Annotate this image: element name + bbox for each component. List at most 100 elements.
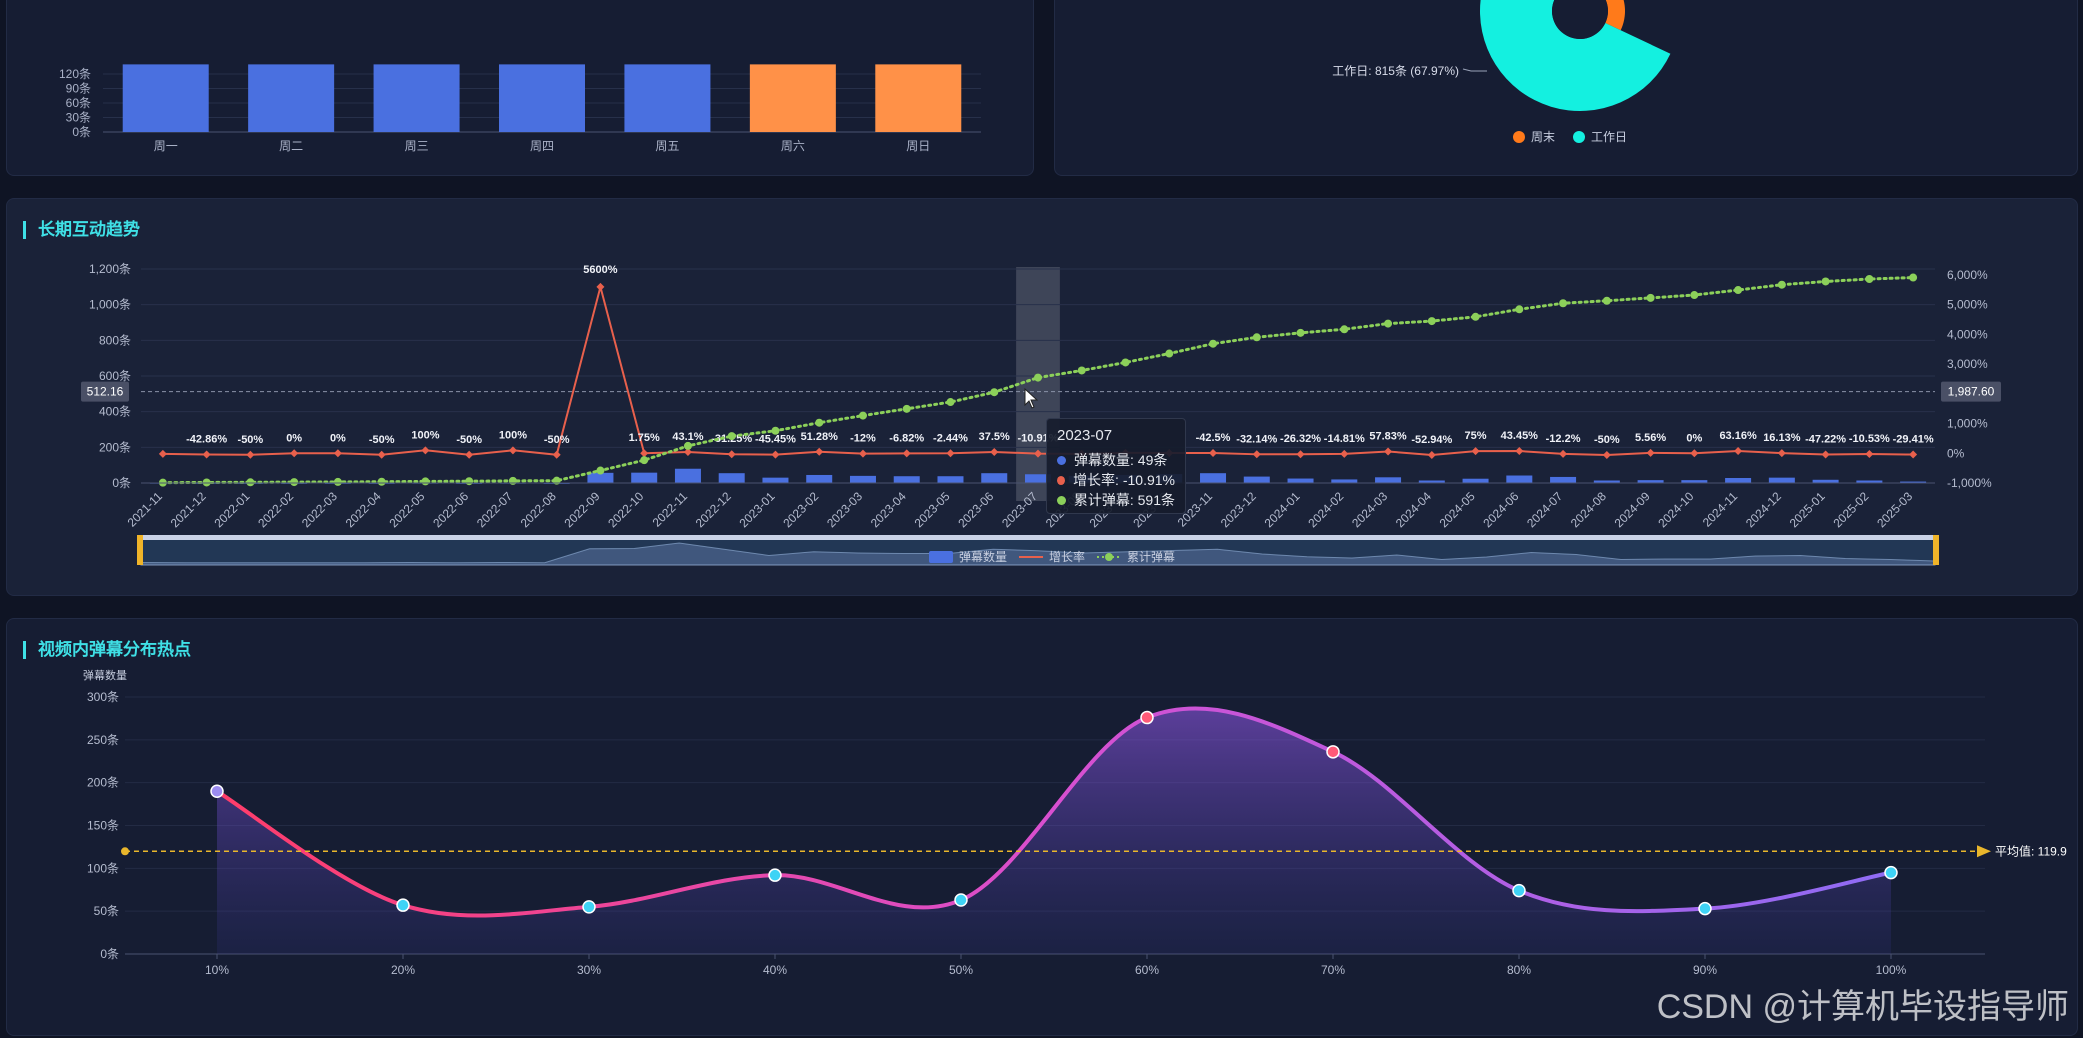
growth-point (202, 450, 211, 459)
watermark: CSDN @计算机毕设指导师 (1656, 988, 2069, 1026)
count-bar (1768, 477, 1795, 483)
x-tick-label: 2022-10 (605, 489, 646, 530)
x-tick-label: 10% (205, 963, 229, 977)
tooltip-title: 2023-07 (1057, 427, 1113, 444)
growth-point (1252, 450, 1261, 459)
pie-slice-workday (1480, 0, 1671, 111)
growth-point (1471, 447, 1480, 456)
growth-data-label: -50% (369, 434, 395, 446)
weekday-bar (373, 64, 460, 132)
count-bar (587, 472, 614, 483)
tooltip-row-count: 弹幕数量: 49条 (1057, 450, 1175, 470)
pie-hole (1552, 0, 1608, 39)
x-tick-label: 40% (763, 963, 787, 977)
count-bar (806, 474, 833, 483)
growth-point (1559, 449, 1568, 458)
count-bar (1900, 481, 1927, 483)
growth-point (902, 449, 911, 458)
cumulative-point (1559, 299, 1568, 308)
growth-point (1515, 447, 1524, 456)
cumulative-point (1515, 305, 1524, 314)
growth-point (246, 450, 255, 459)
x-tick-label: 周五 (655, 139, 679, 153)
count-bar (1418, 480, 1445, 483)
cumulative-point (1471, 312, 1480, 321)
average-arrow-icon (1977, 845, 1991, 858)
weekday-chart-panel: 0条 30条 60条 90条 120条 周一 周二 周三 周四 周五 周六 周日 (6, 0, 1034, 176)
growth-point (858, 449, 867, 458)
x-tick-label: 30% (577, 963, 601, 977)
growth-data-label: 1.75% (629, 432, 660, 444)
growth-point (1602, 451, 1611, 460)
cumulative-point (1384, 319, 1393, 328)
heat-point (1512, 883, 1526, 898)
growth-point (946, 449, 955, 458)
heat-point (396, 898, 410, 912)
growth-data-label: 0% (330, 432, 346, 444)
y-tick-label: 50条 (94, 904, 119, 918)
cumulative-point (771, 426, 780, 435)
growth-data-label: -42.86% (186, 434, 227, 446)
x-tick-label: 2024-06 (1480, 489, 1521, 530)
count-bar (1856, 480, 1883, 483)
heat-panel-title: 视频内弹幕分布热点 (23, 641, 191, 659)
growth-data-label: -42.5% (1196, 432, 1231, 444)
x-tick-label: 2022-11 (650, 489, 691, 530)
legend-label-growth: 增长率 (1049, 549, 1085, 564)
crosshair-left-label: 512.16 (87, 385, 124, 399)
cumulative-point (1777, 280, 1786, 289)
zoom-slider-shadow (140, 542, 1936, 566)
legend-swatch-count (929, 551, 953, 563)
cumulative-point (727, 432, 736, 441)
count-bar (937, 476, 964, 483)
count-bar (1681, 480, 1708, 483)
growth-data-label: -50% (1594, 434, 1620, 446)
growth-point (290, 449, 299, 458)
y-tick-label: 120条 (59, 67, 91, 81)
trend-chart: 0条 200条 400条 600条 800条 1,000条 1,200条 -1,000% 0% 1… (81, 262, 2001, 566)
mouse-cursor-icon (1024, 387, 1039, 409)
count-bar (1462, 478, 1489, 483)
x-tick-label: 2023-06 (955, 489, 996, 530)
x-tick-label: 2024-03 (1349, 489, 1390, 530)
y-tick-label: 200条 (87, 776, 119, 790)
y-left-tick-label: 400条 (99, 405, 131, 419)
pie-slice-weekend (1605, 0, 1625, 31)
growth-point (815, 447, 824, 456)
count-bar (1812, 479, 1839, 483)
growth-data-label: -47.22% (1805, 433, 1846, 445)
heat-point (582, 900, 596, 914)
x-tick-label: 2022-09 (562, 489, 603, 530)
growth-point (990, 447, 999, 456)
growth-data-label: 43.1% (672, 431, 703, 443)
x-tick-label: 2022-05 (386, 489, 427, 530)
tooltip-count-text: 弹幕数量: 49条 (1074, 452, 1168, 468)
cumulative-point (202, 478, 211, 487)
zoom-handle-right (1933, 535, 1939, 565)
cumulative-point (1165, 349, 1174, 358)
cumulative-point (246, 478, 255, 487)
growth-point (1340, 449, 1349, 458)
count-bar (1200, 473, 1227, 483)
x-tick-label: 2024-09 (1612, 489, 1653, 530)
weekday-bar (499, 64, 585, 132)
growth-data-label: -45.45% (755, 434, 796, 446)
cumulative-point (1077, 366, 1086, 375)
heat-point (1140, 710, 1154, 725)
cumulative-point (640, 456, 649, 465)
growth-point (727, 450, 736, 459)
count-bar (1331, 479, 1358, 483)
growth-data-label: 16.13% (1763, 432, 1801, 444)
growth-point (1034, 449, 1042, 458)
growth-point (158, 449, 167, 458)
count-bar (762, 477, 789, 483)
count-bar (718, 473, 745, 483)
y-tick-label: 0条 (100, 947, 119, 961)
x-tick-label: 2024-02 (1305, 489, 1346, 530)
x-tick-label: 2022-06 (430, 489, 471, 530)
tooltip-growth-text: 增长率: -10.91% (1073, 472, 1175, 488)
trend-tooltip: 2023-07 弹幕数量: 49条 增长率: -10.91% 累计弹幕: 591… (1046, 418, 1186, 514)
y-tick-label: 60条 (66, 96, 91, 110)
count-bar (1375, 477, 1402, 483)
cumulative-point (683, 441, 692, 450)
